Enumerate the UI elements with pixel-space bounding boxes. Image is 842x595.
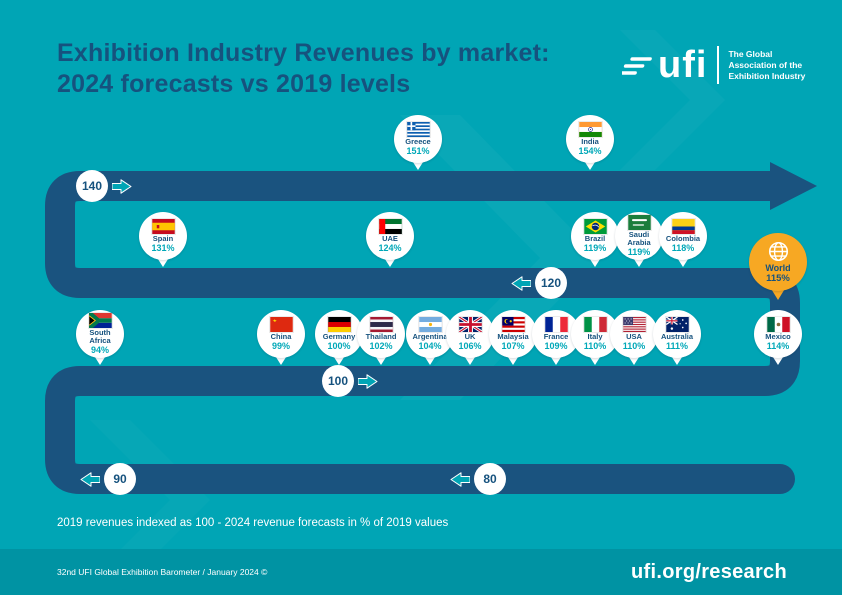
pin-tail xyxy=(549,354,563,365)
pin-tail xyxy=(423,354,437,365)
australia-flag xyxy=(664,315,690,333)
title-line-1: Exhibition Industry Revenues by market: xyxy=(57,39,550,67)
pin-malaysia: Malaysia 107% xyxy=(489,310,537,365)
pin-tail xyxy=(588,354,602,365)
world-globe-icon xyxy=(768,241,788,261)
ufi-logo: ufi The Global Association of the Exhibi… xyxy=(622,46,805,84)
pin-germany: Germany 100% xyxy=(315,310,363,365)
pin-spain: Spain 131% xyxy=(139,212,187,267)
pin-tail xyxy=(374,354,388,365)
ufi-logo-tagline: The Global Association of the Exhibition… xyxy=(728,48,806,81)
page-title: Exhibition Industry Revenues by market: … xyxy=(57,38,550,100)
mexico-flag xyxy=(765,315,791,333)
scale-marker-140: 140 xyxy=(76,170,108,202)
logo-divider xyxy=(717,46,720,84)
scale-arrow-right-icon xyxy=(358,374,378,389)
pin-tail xyxy=(676,256,690,267)
italy-flag xyxy=(582,315,608,333)
france-flag xyxy=(543,315,569,333)
scale-arrow-left-icon xyxy=(511,276,531,291)
india-flag xyxy=(577,120,603,138)
pin-australia: Australia 111% xyxy=(653,310,701,365)
scale-marker-120: 120 xyxy=(535,267,567,299)
pin-tail xyxy=(627,354,641,365)
pin-brazil: Brazil 119% xyxy=(571,212,619,267)
pin-tail xyxy=(463,354,477,365)
brazil-flag xyxy=(582,217,608,235)
path-arrowhead-icon xyxy=(770,162,817,210)
pin-argentina: Argentina 104% xyxy=(406,310,454,365)
scale-marker-100: 100 xyxy=(322,365,354,397)
malaysia-flag xyxy=(500,315,526,333)
pin-world: World 115% xyxy=(749,233,807,300)
scale-marker-90: 90 xyxy=(104,463,136,495)
pin-tail xyxy=(583,159,597,170)
pin-italy: Italy 110% xyxy=(571,310,619,365)
pin-tail xyxy=(383,256,397,267)
pin-tail xyxy=(632,256,646,267)
pin-tail xyxy=(411,159,425,170)
saudi-arabia-flag xyxy=(626,213,652,231)
ufi-logo-lines-icon xyxy=(622,57,652,75)
pin-tail xyxy=(771,354,785,365)
pin-india: India 154% xyxy=(566,115,614,170)
pin-tail xyxy=(588,256,602,267)
pin-greece: Greece 151% xyxy=(394,115,442,170)
pin-tail xyxy=(670,354,684,365)
pin-china: China 99% xyxy=(257,310,305,365)
china-flag xyxy=(268,315,294,333)
spain-flag xyxy=(150,217,176,235)
scale-arrow-right-icon xyxy=(112,179,132,194)
thailand-flag xyxy=(368,315,394,333)
south-africa-flag xyxy=(87,311,113,329)
pin-usa: USA 110% xyxy=(610,310,658,365)
germany-flag xyxy=(326,315,352,333)
colombia-flag xyxy=(670,217,696,235)
pin-tail xyxy=(506,354,520,365)
scale-arrow-left-icon xyxy=(80,472,100,487)
argentina-flag xyxy=(417,315,443,333)
index-note: 2019 revenues indexed as 100 - 2024 reve… xyxy=(57,517,449,529)
pin-tail xyxy=(332,354,346,365)
pin-uk: UK 106% xyxy=(446,310,494,365)
uk-flag xyxy=(457,315,483,333)
greece-flag xyxy=(405,120,431,138)
title-line-2: 2024 forecasts vs 2019 levels xyxy=(57,70,411,98)
source-attribution: 32nd UFI Global Exhibition Barometer / J… xyxy=(57,567,268,577)
ufi-logo-brand: ufi xyxy=(658,44,708,86)
pin-mexico: Mexico 114% xyxy=(754,310,802,365)
footer-bar: 32nd UFI Global Exhibition Barometer / J… xyxy=(0,549,842,595)
pin-south-africa: South Africa 94% xyxy=(76,310,124,365)
scale-arrow-left-icon xyxy=(450,472,470,487)
pin-saudi-arabia: Saudi Arabia 119% xyxy=(615,212,663,267)
pin-uae: UAE 124% xyxy=(366,212,414,267)
usa-flag xyxy=(621,315,647,333)
pin-tail xyxy=(274,354,288,365)
uae-flag xyxy=(377,217,403,235)
ufi-research-link[interactable]: ufi.org/research xyxy=(631,560,787,583)
scale-marker-80: 80 xyxy=(474,463,506,495)
pin-thailand: Thailand 102% xyxy=(357,310,405,365)
pin-colombia: Colombia 118% xyxy=(659,212,707,267)
pin-tail xyxy=(93,354,107,365)
pin-tail xyxy=(156,256,170,267)
